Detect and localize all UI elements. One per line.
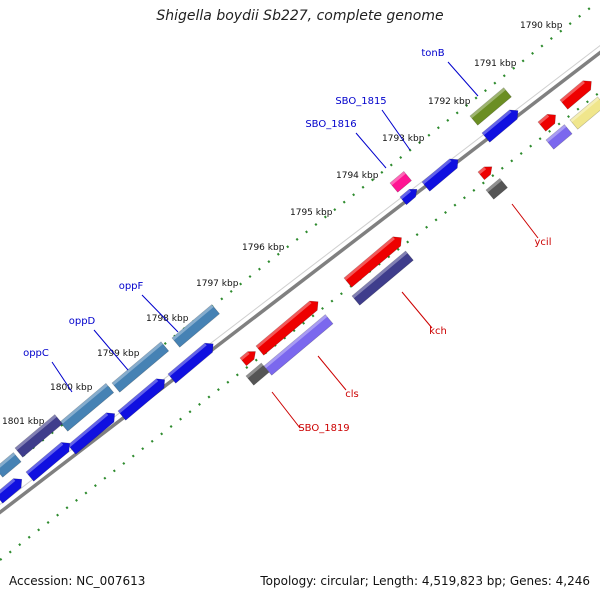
gene-label-oppD: oppD [69, 316, 96, 327]
gene-edge-steel-highlight [0, 452, 16, 468]
gene-label-SBO_1819: SBO_1819 [298, 423, 349, 434]
kbp-label: 1800 kbp [50, 383, 93, 393]
gene-label-SBO_1815: SBO_1815 [335, 96, 386, 107]
kbp-label: 1799 kbp [97, 349, 140, 359]
gene-kch-highlight [352, 251, 408, 299]
gene-ycil-highlight [486, 178, 502, 193]
map-title: Shigella boydii Sb227, complete genome [156, 8, 444, 24]
gene-edge-blue-highlight [0, 478, 16, 494]
kbp-label: 1794 kbp [336, 171, 379, 181]
accession-label: Accession: NC_007613 [9, 574, 146, 588]
gene-1798-red-small-highlight [240, 351, 250, 361]
gene-SBO_1819-highlight [246, 363, 264, 379]
gene-1798-blue-highlight [168, 343, 207, 377]
gene-oppD-highlight [112, 341, 163, 386]
gene-1797-red [255, 300, 319, 356]
gene-1793-small [399, 189, 418, 206]
kbp-label: 1801 kbp [2, 417, 45, 427]
gene-1799-blue [117, 378, 166, 421]
genome-summary: Topology: circular; Length: 4,519,823 bp… [260, 574, 590, 588]
gene-cls [263, 314, 334, 376]
gene-1792-blue [481, 109, 519, 143]
gene-oppC [59, 382, 115, 432]
kbp-label: 1795 kbp [290, 208, 333, 218]
leader-line [511, 203, 539, 239]
gene-oppF-highlight [172, 304, 214, 341]
gene-right-red-highlight [560, 80, 585, 103]
gene-1798-red-small [239, 351, 256, 367]
kbp-label: 1793 kbp [382, 134, 425, 144]
gene-right-red-small [537, 113, 556, 132]
leader-line [141, 294, 179, 333]
gene-SBO_1816 [389, 170, 412, 193]
leader-line [381, 109, 411, 151]
gene-1801-slate [14, 414, 63, 458]
gene-1800-blue-highlight [68, 412, 109, 448]
gene-right-khaki [569, 96, 600, 130]
gene-right-purple-highlight [546, 124, 567, 143]
kbp-label: 1798 kbp [146, 314, 189, 324]
gene-1801-blue-highlight [26, 442, 64, 475]
kbp-label: 1792 kbp [428, 97, 471, 107]
gene-tonB-highlight [470, 87, 506, 119]
leader-line [93, 329, 129, 371]
gene-ycil-red [477, 166, 493, 181]
gene-1798-blue [167, 342, 214, 384]
gene-label-kch: kch [429, 326, 447, 337]
kbp-label: 1797 kbp [196, 279, 239, 289]
leader-line [317, 355, 347, 391]
gene-1793-blue-highlight [422, 158, 452, 185]
gene-1801-slate-highlight [15, 414, 57, 451]
leader-line [51, 361, 73, 393]
gene-ycil-red-highlight [478, 166, 487, 175]
leader-line [355, 132, 387, 169]
gene-cls-highlight [264, 314, 328, 369]
gene-1799-blue-highlight [118, 378, 159, 414]
gene-1795-red [343, 236, 402, 288]
gene-label-oppF: oppF [119, 281, 144, 292]
gene-oppD [111, 341, 170, 393]
gene-right-khaki-highlight [570, 96, 600, 123]
gene-1793-blue [421, 158, 459, 192]
gene-label-tonB: tonB [421, 48, 444, 59]
gene-right-red [559, 80, 592, 110]
gene-label-SBO_1816: SBO_1816 [305, 119, 356, 130]
gene-oppC-highlight [60, 383, 108, 425]
gene-1795-red-highlight [344, 236, 395, 281]
gene-SBO_1816-highlight [390, 171, 406, 186]
leader-line [271, 391, 301, 429]
gene-edge-blue [0, 478, 23, 504]
gene-label-ycil: ycil [535, 237, 552, 248]
gene-1797-red-highlight [256, 301, 312, 349]
leader-line [401, 291, 433, 329]
gene-1800-blue [67, 412, 116, 455]
gene-label-oppC: oppC [23, 348, 49, 359]
kbp-label: 1790 kbp [520, 21, 563, 31]
gene-oppF [171, 304, 220, 348]
gene-right-red-small-highlight [538, 114, 550, 125]
kbp-label: 1796 kbp [242, 243, 285, 253]
gene-ycil [485, 177, 508, 200]
gene-1792-blue-highlight [482, 109, 512, 136]
gene-tonB [469, 87, 512, 126]
gene-kch [351, 250, 414, 306]
gene-label-cls: cls [345, 389, 359, 400]
leader-line [447, 61, 479, 97]
gene-edge-steel [0, 452, 22, 478]
gene-right-purple [545, 124, 573, 150]
gene-1801-blue [25, 442, 71, 482]
kbp-label: 1791 kbp [474, 59, 517, 69]
gene-1793-small-highlight [400, 189, 412, 200]
gene-SBO_1819 [245, 362, 270, 386]
